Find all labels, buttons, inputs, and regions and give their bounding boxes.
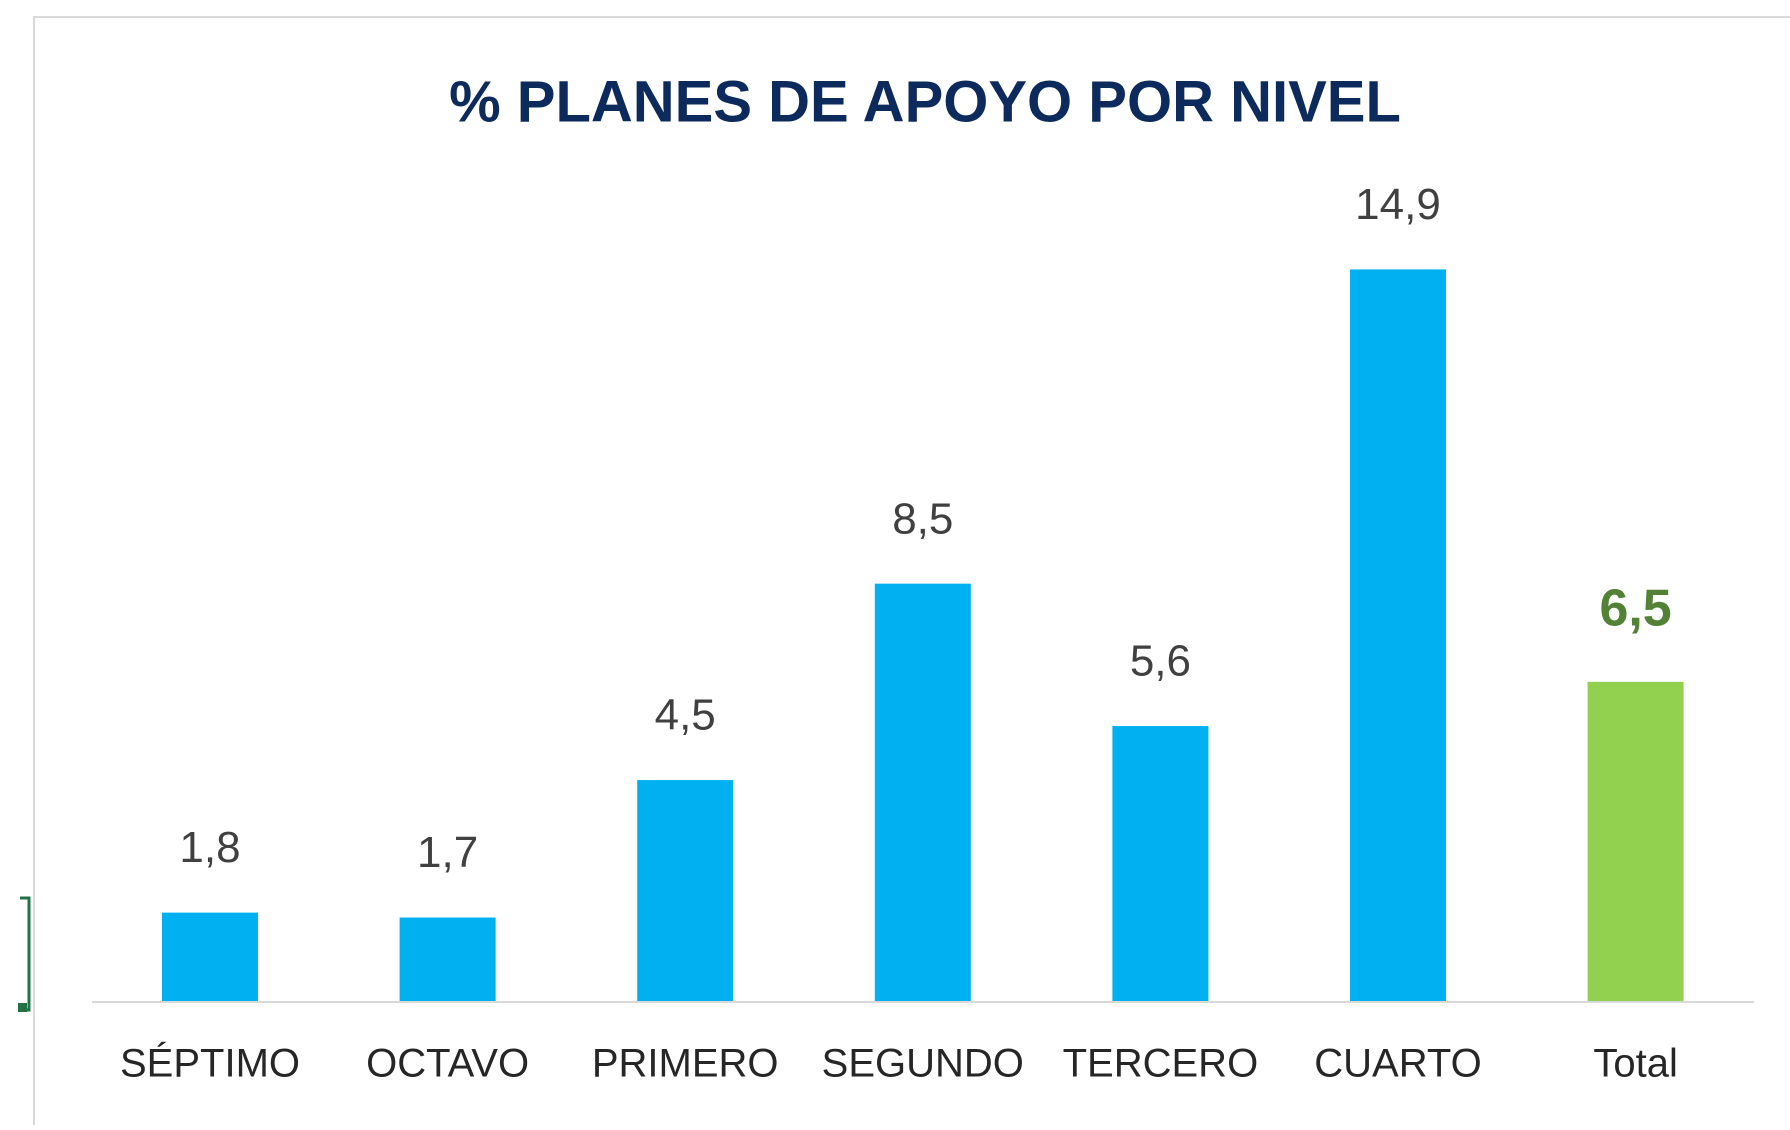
bar [1587,681,1684,1001]
value-label: 1,8 [179,823,240,872]
value-label: 8,5 [892,494,953,543]
x-tick-label: SEGUNDO [822,1042,1024,1086]
x-tick-label: OCTAVO [366,1042,529,1086]
bar [1350,269,1446,1001]
x-tick-label: TERCERO [1063,1042,1259,1086]
x-tick-label: CUARTO [1314,1042,1481,1086]
x-tick-label: PRIMERO [592,1042,779,1086]
x-tick-label: SÉPTIMO [120,1041,300,1086]
chart-title: % PLANES DE APOYO POR NIVEL [449,69,1401,134]
selection-handle [18,1003,27,1012]
bar [637,780,734,1001]
value-label: 5,6 [1130,637,1191,686]
value-label: 4,5 [655,691,716,740]
value-label: 6,5 [1599,580,1671,638]
bar [1112,726,1209,1001]
bar [399,917,496,1001]
value-label: 14,9 [1355,180,1441,229]
bar [874,583,971,1001]
x-tick-label: Total [1593,1042,1678,1086]
selection-edge [20,896,31,1012]
value-label: 1,7 [417,828,478,877]
bar [162,912,258,1001]
